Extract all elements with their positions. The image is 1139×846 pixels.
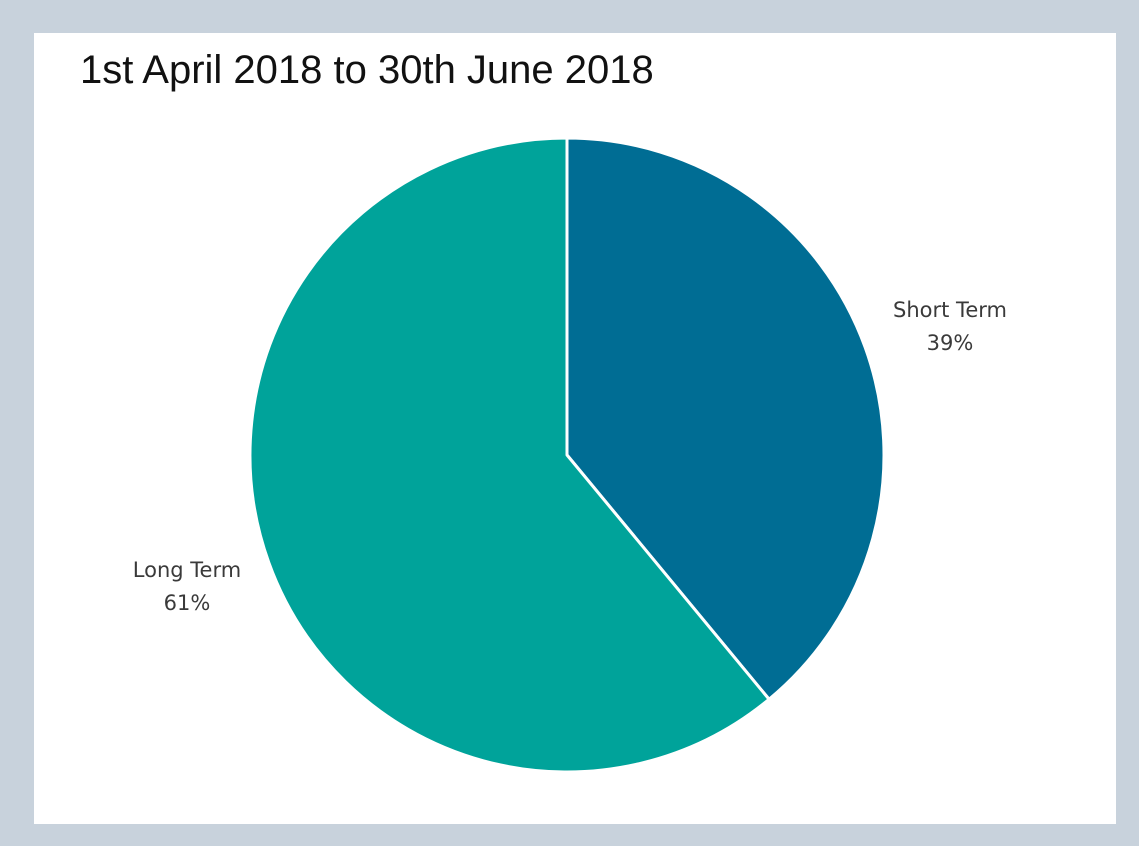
slice-label-long-term: Long Term [133, 558, 241, 582]
pie-slice-short-term [565, 136, 886, 701]
slice-label-short-term: Short Term [893, 298, 1007, 322]
pie-slice-long-term [248, 136, 771, 774]
chart-title: 1st April 2018 to 30th June 2018 [80, 48, 654, 92]
pie-slices [248, 136, 886, 774]
slice-value-short-term: 39% [927, 331, 974, 355]
slice-value-long-term: 61% [164, 591, 211, 615]
